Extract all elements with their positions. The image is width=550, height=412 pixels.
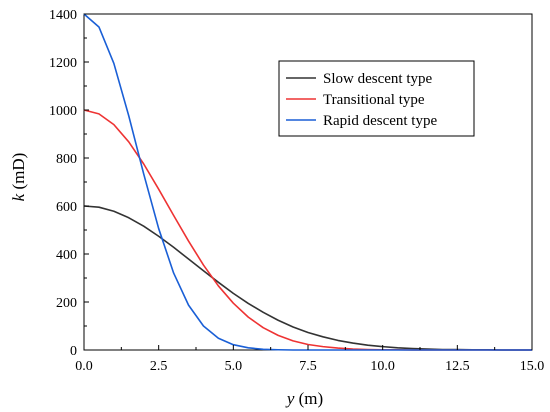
y-axis-title: k (mD) (9, 153, 28, 202)
x-axis-variable: y (285, 389, 295, 408)
y-tick-label: 1200 (49, 56, 77, 71)
y-axis-unit: (mD) (9, 153, 28, 194)
x-tick-label: 15.0 (520, 359, 545, 374)
x-axis-title: y (m) (285, 389, 323, 408)
legend-label-3: Rapid descent type (323, 113, 437, 129)
x-tick-label: 10.0 (370, 359, 395, 374)
series-line-2 (83, 109, 532, 351)
y-tick-label: 0 (70, 344, 77, 359)
y-axis-variable: k (9, 193, 28, 201)
legend-label-2: Transitional type (323, 92, 425, 108)
y-tick-label: 200 (56, 296, 77, 311)
y-tick-label: 1000 (49, 104, 77, 119)
legend-label-1: Slow descent type (323, 71, 432, 87)
axes-layer: 0.0 2.5 5.0 7.5 10.0 12.5 15.0 0 200 400 600 800 100… (49, 8, 544, 374)
x-tick-label: 5.0 (225, 359, 243, 374)
x-tick-label: 0.0 (75, 359, 93, 374)
x-tick-label: 12.5 (445, 359, 470, 374)
y-tick-label: 400 (56, 248, 77, 263)
y-tick-label: 800 (56, 152, 77, 167)
y-tick-label: 1400 (49, 8, 77, 23)
x-tick-label: 2.5 (150, 359, 168, 374)
x-tick-label: 7.5 (299, 359, 317, 374)
y-tick-label: 600 (56, 200, 77, 215)
x-axis-unit: (m) (294, 389, 323, 408)
series-line-1 (83, 205, 532, 351)
legend: Slow descent type Transitional type Rapid … (278, 60, 475, 137)
